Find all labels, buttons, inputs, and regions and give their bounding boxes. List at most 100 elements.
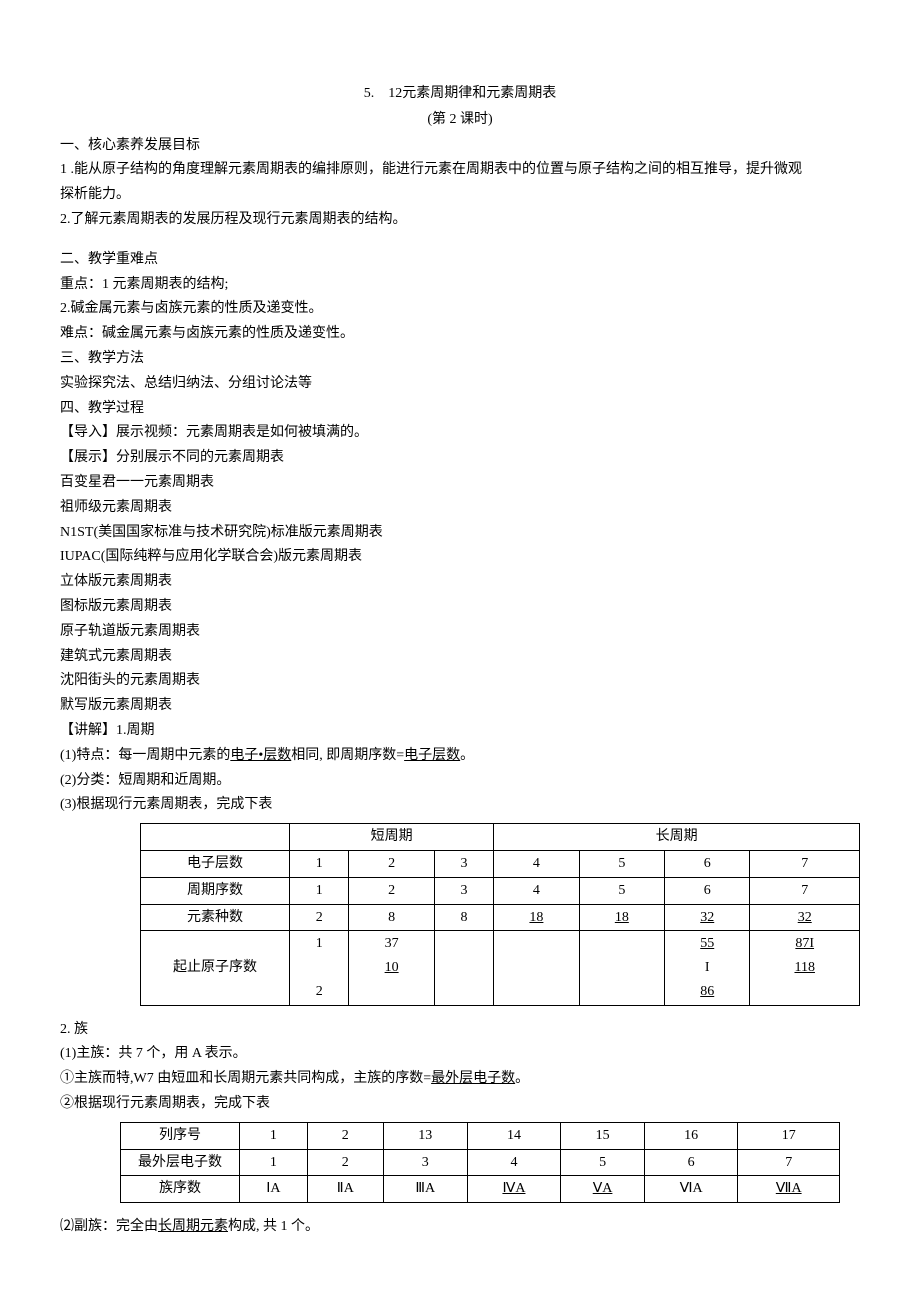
table-cell: 7 <box>750 877 860 904</box>
last-u: 长周期元素 <box>158 1219 228 1234</box>
table-cell-u: ⅤA <box>593 1181 613 1196</box>
table-cell: 7 <box>738 1149 840 1176</box>
table-cell: 8 <box>434 904 493 931</box>
group-heading: 2. 族 <box>60 1018 860 1042</box>
table-header-long: 长周期 <box>494 824 860 851</box>
table-cell: 1 <box>290 850 349 877</box>
table-rowlabel: 电子层数 <box>141 850 290 877</box>
table-cell <box>494 931 579 1005</box>
table-cell: 37 10 <box>349 931 434 1005</box>
section-1-p1a: 1 .能从原子结构的角度理解元素周期表的编排原则，能进行元素在周期表中的位置与原… <box>60 158 860 182</box>
table-row: 族序数 ⅠA ⅡA ⅢA ⅣA ⅤA ⅥA ⅦA <box>121 1176 840 1203</box>
range-top: 87I <box>754 932 855 956</box>
section-2-heading: 二、教学重难点 <box>60 248 860 272</box>
table-cell: 18 <box>579 904 664 931</box>
table-cell: 4 <box>467 1149 560 1176</box>
range-mid: I <box>669 956 745 980</box>
explain-p1c: 。 <box>460 748 474 763</box>
table-cell: ⅡA <box>307 1176 383 1203</box>
last-a: ⑵副族：完全由 <box>60 1219 158 1234</box>
section-2-p2: 2.碱金属元素与卤族元素的性质及递变性。 <box>60 297 860 321</box>
table-cell-u: 32 <box>700 910 714 925</box>
table-rowlabel: 元素种数 <box>141 904 290 931</box>
table-cell <box>434 931 493 1005</box>
section-2-p3: 难点：碱金属元素与卤族元素的性质及递变性。 <box>60 322 860 346</box>
group-p2: ①主族而特,W7 由短皿和长周期元素共同构成，主族的序数=最外层电子数。 <box>60 1067 860 1091</box>
table-cell-u: 18 <box>529 910 543 925</box>
group-table: 列序号 1 2 13 14 15 16 17 最外层电子数 1 2 3 4 5 … <box>120 1122 840 1203</box>
table-row: 短周期 长周期 <box>141 824 860 851</box>
last-line: ⑵副族：完全由长周期元素构成, 共 1 个。 <box>60 1215 860 1239</box>
table-cell: 2 <box>349 850 434 877</box>
explain-p1b: 相同, 即周期序数= <box>291 748 404 763</box>
table-cell: 15 <box>561 1122 645 1149</box>
range-top: 1 <box>294 932 344 956</box>
s4-l9: 原子轨道版元素周期表 <box>60 620 860 644</box>
table-cell: ⅤA <box>561 1176 645 1203</box>
section-1-heading: 一、核心素养发展目标 <box>60 134 860 158</box>
table-cell: 1 <box>290 877 349 904</box>
range-top: 55 <box>669 932 745 956</box>
table-cell: 6 <box>665 877 750 904</box>
last-b: 构成, 共 1 个。 <box>228 1219 319 1234</box>
table-cell: 1 <box>240 1122 308 1149</box>
table-cell <box>579 931 664 1005</box>
table-cell: 4 <box>494 850 579 877</box>
table-cell: 7 <box>750 850 860 877</box>
s4-l5: N1ST(美国国家标准与技术研究院)标准版元素周期表 <box>60 521 860 545</box>
section-1-p1b: 探析能力。 <box>60 183 860 207</box>
table-rowlabel: 周期序数 <box>141 877 290 904</box>
explain-p2: (2)分类：短周期和近周期。 <box>60 769 860 793</box>
s4-l8: 图标版元素周期表 <box>60 595 860 619</box>
range-bot: 86 <box>669 980 745 1004</box>
s4-l2: 【展示】分别展示不同的元素周期表 <box>60 446 860 470</box>
explain-p1u2: 电子层数 <box>404 748 460 763</box>
table-cell: ⅣA <box>467 1176 560 1203</box>
group-p2a: ①主族而特,W7 由短皿和长周期元素共同构成，主族的序数= <box>60 1071 431 1086</box>
table-cell: 6 <box>644 1149 737 1176</box>
table-cell: 5 <box>579 877 664 904</box>
s4-l11: 沈阳街头的元素周期表 <box>60 669 860 693</box>
section-3-heading: 三、教学方法 <box>60 347 860 371</box>
section-1-p2: 2.了解元素周期表的发展历程及现行元素周期表的结构。 <box>60 208 860 232</box>
title-main: 12元素周期律和元素周期表 <box>388 86 556 101</box>
table-cell-u: ⅣA <box>502 1181 525 1196</box>
table-cell: 1 <box>240 1149 308 1176</box>
period-table: 短周期 长周期 电子层数 1 2 3 4 5 6 7 周期序数 1 2 3 4 … <box>140 823 860 1006</box>
range-bot: 10 <box>353 956 429 980</box>
table-cell: 18 <box>494 904 579 931</box>
table-cell: 2 <box>307 1122 383 1149</box>
explain-p1a: (1)特点：每一周期中元素的 <box>60 748 230 763</box>
table-cell: ⅢA <box>383 1176 467 1203</box>
group-p3: ②根据现行元素周期表，完成下表 <box>60 1092 860 1116</box>
table-cell-u: 32 <box>798 910 812 925</box>
table-row: 电子层数 1 2 3 4 5 6 7 <box>141 850 860 877</box>
range-bot: 118 <box>754 956 855 980</box>
table-row: 起止原子序数 1 2 37 10 55 I 86 87I 118 <box>141 931 860 1005</box>
table-cell: 87I 118 <box>750 931 860 1005</box>
table-cell: 3 <box>434 850 493 877</box>
group-p1: (1)主族：共 7 个，用 A 表示。 <box>60 1042 860 1066</box>
range-top: 37 <box>353 932 429 956</box>
table-cell: 5 <box>561 1149 645 1176</box>
table-cell: 32 <box>665 904 750 931</box>
table-cell: 1 2 <box>290 931 349 1005</box>
title-number: 5. <box>364 86 375 101</box>
table-cell: 2 <box>307 1149 383 1176</box>
group-p2u: 最外层电子数 <box>431 1071 515 1086</box>
s4-l1: 【导入】展示视频：元素周期表是如何被填满的。 <box>60 421 860 445</box>
table-cell: ⅠA <box>240 1176 308 1203</box>
table-cell: 17 <box>738 1122 840 1149</box>
table-rowlabel: 列序号 <box>121 1122 240 1149</box>
explain-p1u: 电子•层数 <box>230 748 291 763</box>
table-cell: 2 <box>349 877 434 904</box>
explain-heading: 【讲解】1.周期 <box>60 719 860 743</box>
table-cell: 16 <box>644 1122 737 1149</box>
table-header-short: 短周期 <box>290 824 494 851</box>
table-cell: 8 <box>349 904 434 931</box>
table-cell-u: ⅦA <box>776 1181 802 1196</box>
s4-l12: 默写版元素周期表 <box>60 694 860 718</box>
section-2-p1: 重点：1 元素周期表的结构; <box>60 273 860 297</box>
s4-l4: 祖师级元素周期表 <box>60 496 860 520</box>
table-rowlabel: 族序数 <box>121 1176 240 1203</box>
